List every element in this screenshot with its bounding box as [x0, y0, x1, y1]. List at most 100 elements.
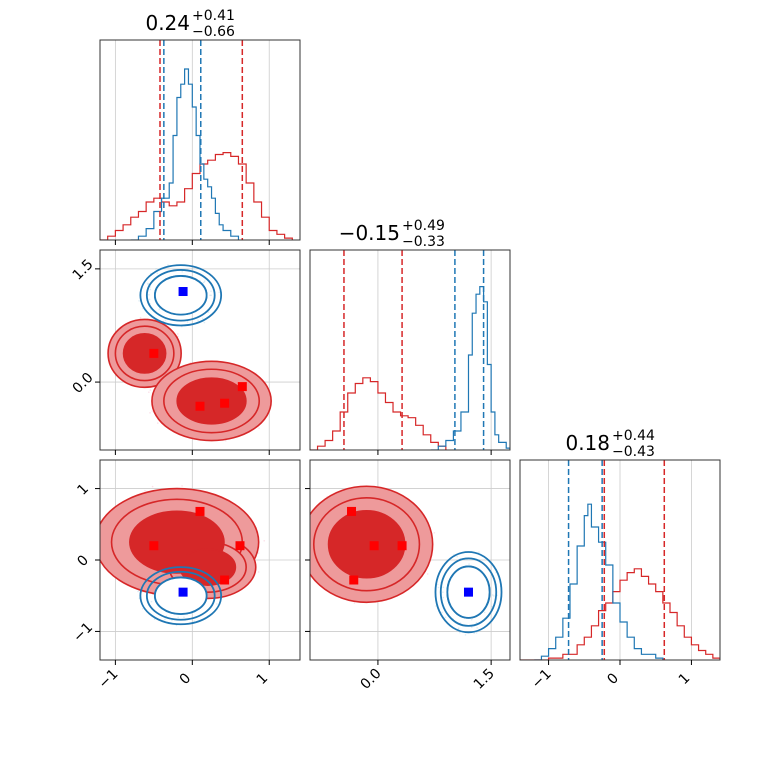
blue-hist-line [130, 68, 240, 240]
sample-dot [468, 563, 470, 565]
title-minus: −0.33 [402, 234, 445, 250]
sample-dot [436, 583, 439, 586]
sample-dot [442, 586, 445, 589]
title-value: −0.15 [339, 221, 400, 245]
sample-dot [150, 600, 153, 603]
sample-dot [156, 272, 159, 275]
p1-frame [309, 249, 511, 451]
p1-grid [377, 250, 492, 450]
p2-hist [520, 460, 720, 660]
sample-dot [203, 280, 206, 282]
sample-dot [263, 539, 266, 542]
sample-dot [147, 282, 149, 285]
red-marker [195, 401, 205, 411]
sample-dot [483, 611, 486, 614]
sample-dot [444, 616, 447, 619]
p0-frame [99, 39, 301, 241]
sample-dot [151, 410, 153, 412]
sample-dot [151, 485, 154, 488]
sample-dot [491, 605, 493, 608]
sample-dot [207, 311, 210, 314]
blue-hist-line [430, 286, 510, 450]
sample-dot [441, 611, 443, 614]
sample-dot [426, 573, 429, 575]
y-tick-label: 0 [74, 552, 92, 570]
p10-density [107, 264, 272, 442]
panel-title-1: −0.15 +0.49−0.33 [339, 218, 445, 250]
sample-dot [353, 602, 356, 604]
sample-dot [149, 286, 152, 288]
sample-dot [139, 316, 142, 319]
sample-dot [203, 281, 205, 283]
y-tick-label: 1.5 [70, 257, 97, 284]
sample-dot [158, 308, 161, 311]
sample-dot [478, 551, 480, 553]
sample-dot [258, 427, 260, 429]
sample-dot [470, 618, 473, 621]
blue-marker [463, 587, 473, 597]
sample-dot [167, 264, 169, 266]
sample-dot [209, 294, 211, 297]
red-hist-line [310, 377, 447, 450]
sample-dot [475, 621, 478, 624]
blue-contour [145, 570, 216, 621]
sample-dot [138, 300, 140, 302]
sample-dot [149, 288, 152, 291]
sample-dot [148, 298, 151, 301]
sample-dot [183, 616, 185, 619]
red-marker [220, 575, 230, 585]
sample-dot [442, 591, 444, 593]
p20-density [100, 485, 266, 627]
sample-dot [302, 557, 304, 559]
p0-hist [100, 40, 293, 240]
x-tick-label: 0.0 [358, 666, 385, 693]
sample-dot [164, 319, 167, 322]
panel-title-2: 0.18 +0.44−0.43 [565, 428, 655, 460]
red-marker [149, 348, 159, 358]
blue-contour [434, 551, 503, 634]
title-minus: −0.66 [192, 24, 235, 40]
sample-dot [476, 627, 478, 629]
p2-grid [548, 460, 692, 660]
sample-dot [153, 618, 156, 620]
sample-dot [210, 294, 213, 297]
blue-hist-line [534, 503, 664, 660]
red-marker [235, 541, 245, 551]
sample-dot [216, 603, 218, 605]
red-marker [149, 541, 159, 551]
y-tick-label: 1 [74, 481, 92, 499]
panel-title-0: 0.24 +0.41−0.66 [145, 8, 235, 40]
blue-contour [439, 557, 498, 627]
red-hist-line [100, 152, 293, 240]
y-tick-label: 0.0 [70, 370, 97, 397]
p10-frame [99, 249, 301, 451]
sample-dot [473, 632, 475, 634]
sample-dot [457, 627, 460, 630]
blue-contour [139, 566, 223, 626]
sample-dot [177, 333, 179, 335]
blue-contour [145, 269, 216, 322]
red-contour [176, 377, 247, 425]
sample-dot [142, 607, 144, 610]
sample-dot [210, 290, 212, 292]
sample-dot [156, 422, 159, 424]
sample-dot [164, 618, 166, 621]
red-marker [237, 382, 247, 392]
red-contour [327, 510, 406, 579]
sample-dot [148, 391, 150, 393]
title-minus: −0.43 [612, 444, 655, 460]
red-marker [397, 541, 407, 551]
sample-dot [218, 291, 221, 294]
p1-hist [310, 250, 510, 450]
blue-contour [139, 264, 223, 327]
sample-dot [202, 281, 205, 284]
sample-dot [147, 283, 150, 286]
sample-dot [177, 616, 179, 619]
red-marker [369, 541, 379, 551]
x-tick-label: −1 [529, 666, 555, 692]
p21-density [302, 485, 503, 636]
sample-dot [475, 632, 478, 634]
p0-grid [114, 40, 270, 240]
x-tick-label: 1.5 [471, 666, 498, 693]
